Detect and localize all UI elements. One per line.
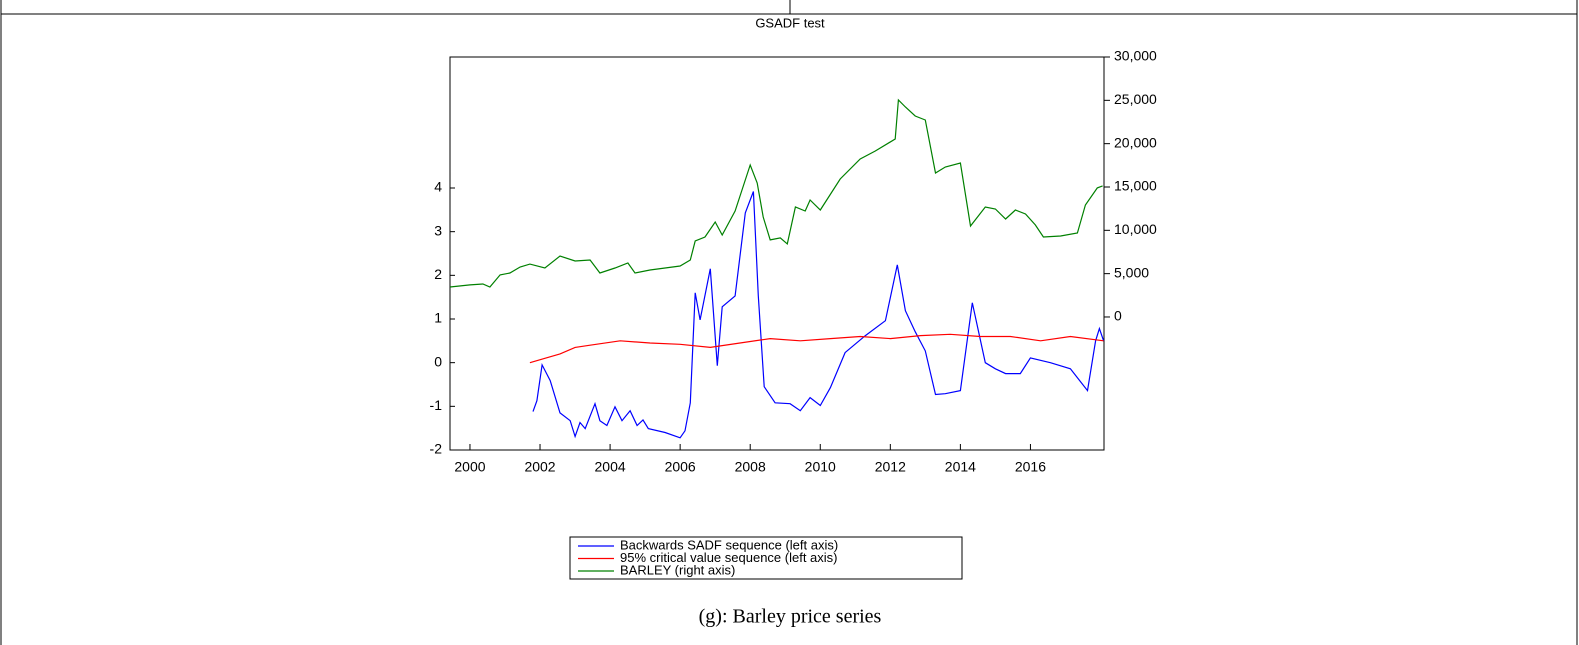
- series-line: [449, 98, 1103, 288]
- caption: (g): Barley price series: [699, 606, 882, 628]
- y2-tick-label: 20,000: [1114, 134, 1157, 150]
- y-tick-label: 0: [434, 353, 442, 369]
- x-tick-label: 2004: [595, 459, 626, 475]
- y2-tick-label: 25,000: [1114, 91, 1157, 107]
- y-tick-label: 4: [434, 179, 442, 195]
- x-tick-label: 2002: [524, 459, 555, 475]
- legend-label: 95% critical value sequence (left axis): [620, 550, 838, 565]
- plot-frame: [449, 56, 1105, 451]
- y2-tick-label: 0: [1114, 308, 1122, 324]
- series-line: [529, 333, 1104, 364]
- legend-label: BARLEY (right axis): [620, 562, 735, 577]
- chart-title: GSADF test: [755, 15, 825, 30]
- legend: [569, 536, 963, 580]
- y-tick-label: -1: [430, 397, 443, 413]
- y-tick-label: 2: [434, 266, 442, 282]
- y-tick-label: -2: [430, 441, 443, 457]
- y2-tick-label: 15,000: [1114, 178, 1157, 194]
- x-tick-label: 2008: [735, 459, 766, 475]
- series-line: [532, 191, 1105, 439]
- legend-label: Backwards SADF sequence (left axis): [620, 537, 838, 552]
- y-tick-label: 3: [434, 222, 442, 238]
- x-tick-label: 2010: [805, 459, 836, 475]
- x-tick-label: 2006: [665, 459, 696, 475]
- y2-tick-label: 30,000: [1114, 48, 1157, 64]
- x-tick-label: 2016: [1015, 459, 1046, 475]
- y2-tick-label: 10,000: [1114, 221, 1157, 237]
- x-tick-label: 2014: [945, 459, 976, 475]
- y-tick-label: 1: [434, 310, 442, 326]
- x-tick-label: 2000: [454, 459, 485, 475]
- y2-tick-label: 5,000: [1114, 264, 1149, 280]
- x-tick-label: 2012: [875, 459, 906, 475]
